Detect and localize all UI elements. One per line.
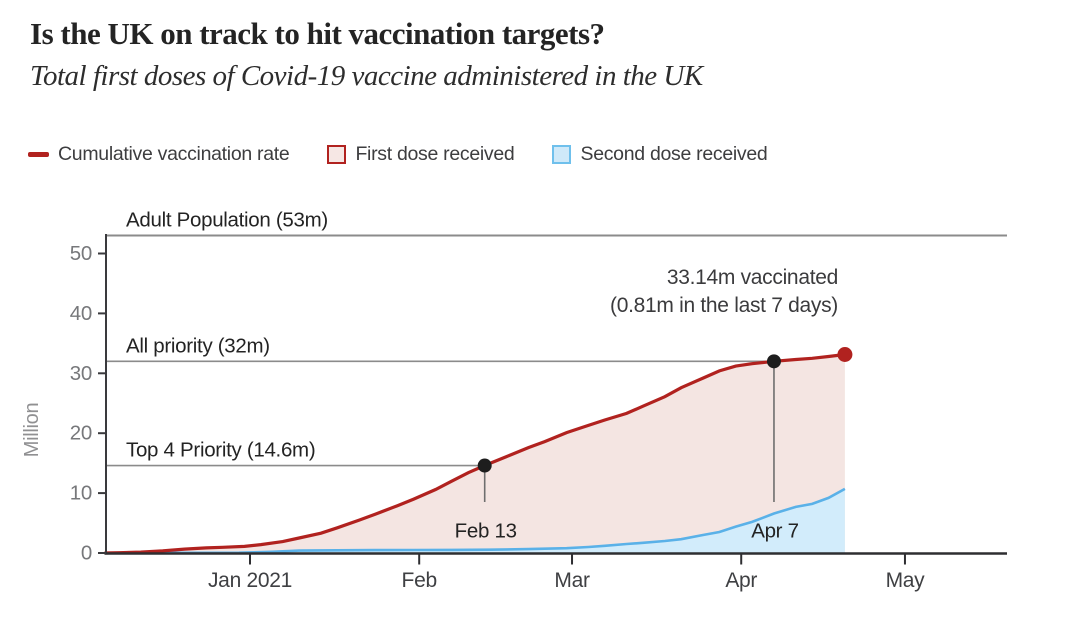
page-subtitle: Total first doses of Covid-19 vaccine ad… <box>30 60 703 92</box>
marker-dot <box>477 458 492 473</box>
chart-legend: Cumulative vaccination rate First dose r… <box>28 143 768 166</box>
x-tick-label: May <box>886 569 926 592</box>
x-tick-label: Feb <box>402 569 437 592</box>
cumulative-rate-line <box>104 352 846 555</box>
vaccination-area-chart: Adult Population (53m) All priority (32m)… <box>21 209 1007 592</box>
legend-item-first-dose: First dose received <box>327 143 515 166</box>
legend-item-second-dose: Second dose received <box>552 143 768 166</box>
x-tick-label: Jan 2021 <box>208 569 292 592</box>
second-dose-line <box>104 487 846 555</box>
reference-line-label: All priority (32m) <box>126 334 270 357</box>
page-title: Is the UK on track to hit vaccination ta… <box>30 16 605 51</box>
reference-line-label: Top 4 Priority (14.6m) <box>126 439 315 462</box>
reference-line-label: Adult Population (53m) <box>126 209 328 232</box>
axes: 0 10 20 30 40 50 Jan 2021 Feb Mar Apr May Million <box>21 234 1007 592</box>
annotation: 33.14m vaccinated (0.81m in the last 7 da… <box>610 266 838 317</box>
y-tick-label: 30 <box>70 362 92 385</box>
marker-dot <box>766 354 781 369</box>
reference-lines: Adult Population (53m) All priority (32m)… <box>106 209 1007 467</box>
first-dose-swatch-icon <box>327 145 347 164</box>
y-tick-label: 20 <box>70 422 92 445</box>
series-lines <box>104 352 846 555</box>
annotation-line-1: 33.14m vaccinated <box>667 266 838 289</box>
annotation-line-2: (0.81m in the last 7 days) <box>610 294 838 317</box>
y-tick-label: 10 <box>70 482 92 505</box>
y-tick-label: 0 <box>81 542 92 565</box>
first-dose-area <box>104 354 845 553</box>
legend-label: First dose received <box>355 143 515 165</box>
latest-value-dot <box>837 346 853 362</box>
marker-label: Apr 7 <box>751 520 799 543</box>
date-markers: Feb 13 Apr 7 <box>455 346 853 543</box>
y-tick-label: 40 <box>70 302 92 325</box>
series-areas <box>104 354 845 553</box>
red-line-swatch-icon <box>28 152 49 157</box>
second-dose-area <box>104 488 845 553</box>
legend-item-cumulative: Cumulative vaccination rate <box>28 143 290 166</box>
legend-label: Cumulative vaccination rate <box>58 143 290 165</box>
x-tick-label: Apr <box>725 569 757 592</box>
y-tick-label: 50 <box>70 242 92 265</box>
legend-label: Second dose received <box>580 143 768 165</box>
marker-label: Feb 13 <box>455 520 517 543</box>
chart-area: Adult Population (53m) All priority (32m)… <box>0 190 1080 617</box>
x-tick-label: Mar <box>554 569 590 592</box>
y-axis-title: Million <box>21 403 43 458</box>
second-dose-swatch-icon <box>552 145 572 164</box>
